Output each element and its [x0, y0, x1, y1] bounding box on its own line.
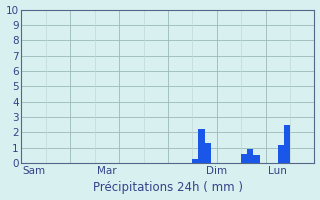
- Bar: [278, 145, 284, 163]
- X-axis label: Précipitations 24h ( mm ): Précipitations 24h ( mm ): [93, 181, 243, 194]
- Bar: [284, 125, 290, 163]
- Bar: [253, 155, 260, 163]
- Bar: [198, 129, 204, 163]
- Bar: [247, 149, 253, 163]
- Bar: [241, 154, 247, 163]
- Bar: [204, 143, 211, 163]
- Bar: [192, 159, 198, 163]
